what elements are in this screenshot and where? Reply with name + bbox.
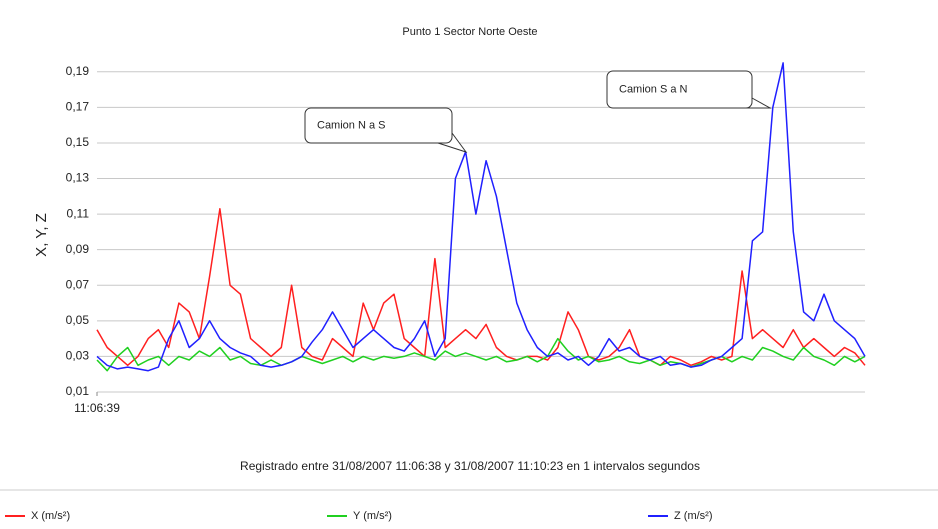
series-line: [96, 62, 866, 372]
callout-box: [304, 107, 453, 144]
callout-pointer: [437, 132, 468, 153]
annotations: Camion N a S Camion S a N: [304, 70, 772, 153]
legend-label: Y (m/s²): [353, 510, 392, 522]
grid: 0,01 0,03 0,05 0,07 0,09 0,11 0,13 0,15 0,17 0,19…: [66, 64, 865, 415]
legend: X (m/s²) Y (m/s²) Z (m/s²): [5, 510, 712, 522]
legend-label: Z (m/s²): [674, 510, 712, 522]
series-line: [96, 208, 866, 367]
y-tick-label: 0,11: [67, 206, 90, 220]
x-tick-label: 11:06:39: [74, 401, 120, 415]
series-lines: [96, 62, 866, 372]
chart-title: Punto 1 Sector Norte Oeste: [402, 26, 537, 38]
callout-text: Camion S a N: [619, 83, 688, 95]
y-tick-label: 0,05: [66, 313, 90, 327]
y-tick-label: 0,07: [66, 277, 90, 291]
y-tick-label: 0,15: [66, 135, 90, 149]
y-tick-label: 0,19: [66, 64, 90, 78]
y-tick-label: 0,01: [66, 384, 90, 398]
legend-label: X (m/s²): [31, 510, 70, 522]
y-tick-label: 0,17: [66, 100, 90, 114]
series-line: [96, 337, 866, 372]
y-axis-label: X, Y, Z: [33, 213, 50, 257]
callout-box: [606, 70, 753, 109]
callout-text: Camion N a S: [317, 119, 385, 131]
y-tick-label: 0,13: [66, 171, 90, 185]
y-tick-label: 0,09: [66, 242, 90, 256]
footer: Registrado entre 31/08/2007 11:06:38 y 3…: [240, 459, 700, 473]
y-tick-label: 0,03: [66, 349, 90, 363]
